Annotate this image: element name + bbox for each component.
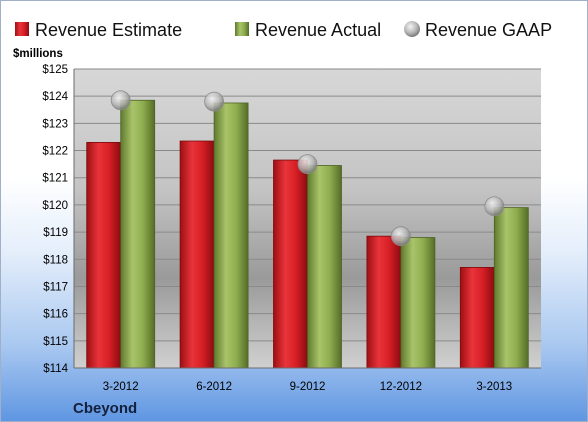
y-tick-label: $117: [43, 281, 68, 293]
legend-label-estimate: Revenue Estimate: [35, 20, 182, 40]
x-tick-label: 6-2012: [196, 381, 232, 393]
legend-swatch-estimate: [15, 22, 29, 36]
y-tick-label: $115: [43, 336, 68, 348]
bars: [86, 99, 529, 369]
y-axis-ticks: $114 $115 $116 $117 $118 $119 $120 $121 $122 $123…: [42, 64, 68, 375]
y-tick-label: $119: [43, 227, 68, 239]
y-tick-label: $125: [42, 64, 68, 76]
y-axis-unit-label: $millions: [13, 48, 63, 60]
x-tick-label: 12-2012: [380, 381, 422, 393]
bar-estimate: [366, 235, 402, 369]
y-tick-label: $124: [42, 91, 68, 103]
y-tick-label: $118: [43, 254, 68, 266]
gaap-marker: [390, 226, 411, 247]
gaap-marker: [110, 90, 131, 111]
bar-actual: [400, 237, 436, 369]
legend-marker-gaap: [404, 21, 420, 37]
legend-label-actual: Revenue Actual: [255, 20, 381, 40]
bar-actual: [120, 99, 156, 369]
bar-actual: [213, 102, 249, 369]
bar-estimate: [179, 140, 215, 369]
company-label: Cbeyond: [73, 400, 137, 417]
gaap-marker: [204, 91, 225, 112]
x-tick-label: 9-2012: [290, 381, 326, 393]
bar-actual: [307, 165, 342, 369]
bar-estimate: [459, 267, 495, 369]
x-tick-label: 3-2013: [476, 381, 512, 393]
y-tick-label: $114: [43, 363, 68, 375]
y-tick-label: $121: [42, 173, 68, 185]
gaap-marker: [297, 154, 318, 175]
bar-estimate: [273, 159, 308, 369]
x-tick-label: 3-2012: [103, 381, 139, 393]
y-tick-label: $116: [43, 309, 68, 321]
y-tick-label: $123: [42, 118, 68, 130]
y-tick-label: $122: [42, 146, 68, 158]
legend-label-gaap: Revenue GAAP: [425, 20, 552, 40]
x-axis-ticks: 3-2012 6-2012 9-2012 12-2012 3-2013: [103, 381, 512, 393]
gaap-marker: [484, 196, 505, 217]
legend-swatch-actual: [235, 22, 249, 36]
gaap-markers: [110, 90, 505, 247]
bar-estimate: [86, 141, 122, 369]
legend: Revenue Estimate Revenue Actual Revenue …: [15, 20, 552, 40]
bar-actual: [493, 207, 529, 369]
y-tick-label: $120: [42, 200, 68, 212]
